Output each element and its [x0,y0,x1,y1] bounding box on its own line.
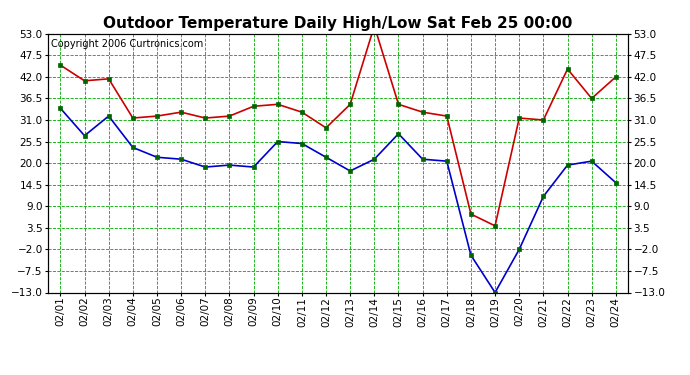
Text: Copyright 2006 Curtronics.com: Copyright 2006 Curtronics.com [51,39,204,49]
Title: Outdoor Temperature Daily High/Low Sat Feb 25 00:00: Outdoor Temperature Daily High/Low Sat F… [104,16,573,31]
